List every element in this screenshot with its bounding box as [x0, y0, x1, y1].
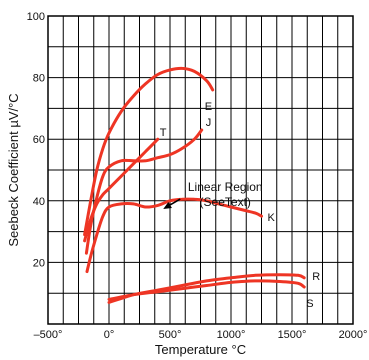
series-line-t: [83, 137, 160, 243]
x-tick-labels: –500° 0° 500° 1000° 1500° 2000°: [34, 329, 368, 341]
series-label-e: E: [205, 101, 212, 113]
series-line-e: [83, 66, 215, 237]
linear-region-annotation: Linear Region (SeeText): [163, 180, 263, 210]
x-axis-label: Temperature °C: [155, 342, 246, 357]
x-tick-label: 2000°: [339, 329, 368, 341]
series-label-j: J: [206, 117, 212, 129]
series-label-t: T: [160, 127, 167, 139]
y-tick-labels: 20 40 60 80 100: [27, 11, 45, 269]
series-line-k: [85, 197, 263, 274]
y-tick-label: 60: [33, 134, 45, 146]
plot-frame: [47, 15, 354, 325]
annotation-line1: Linear Region: [188, 180, 263, 194]
y-tick-label: 20: [33, 257, 45, 269]
series-label-s: S: [306, 298, 313, 310]
series-line-s: [107, 279, 306, 301]
y-axis-label: Seebeck Coefficient µV/°C: [6, 93, 21, 246]
series-label-r: R: [312, 271, 320, 283]
series-line-j: [84, 128, 204, 255]
x-tick-label: 1500°: [278, 329, 307, 341]
series-line-r: [107, 273, 306, 304]
x-tick-label: 500°: [159, 329, 182, 341]
series-curves: [83, 66, 306, 304]
y-tick-label: 40: [33, 196, 45, 208]
x-tick-label: –500°: [34, 329, 63, 341]
x-tick-label: 1000°: [217, 329, 246, 341]
series-label-k: K: [268, 212, 276, 224]
annotation-line2: (SeeText): [200, 195, 251, 209]
x-tick-label: 0°: [104, 329, 115, 341]
series-labels: EJ T K R S: [160, 101, 320, 310]
y-tick-label: 100: [27, 11, 45, 23]
grid: [48, 16, 353, 324]
annotation-arrow-head: [163, 201, 172, 210]
y-tick-label: 80: [33, 73, 45, 85]
